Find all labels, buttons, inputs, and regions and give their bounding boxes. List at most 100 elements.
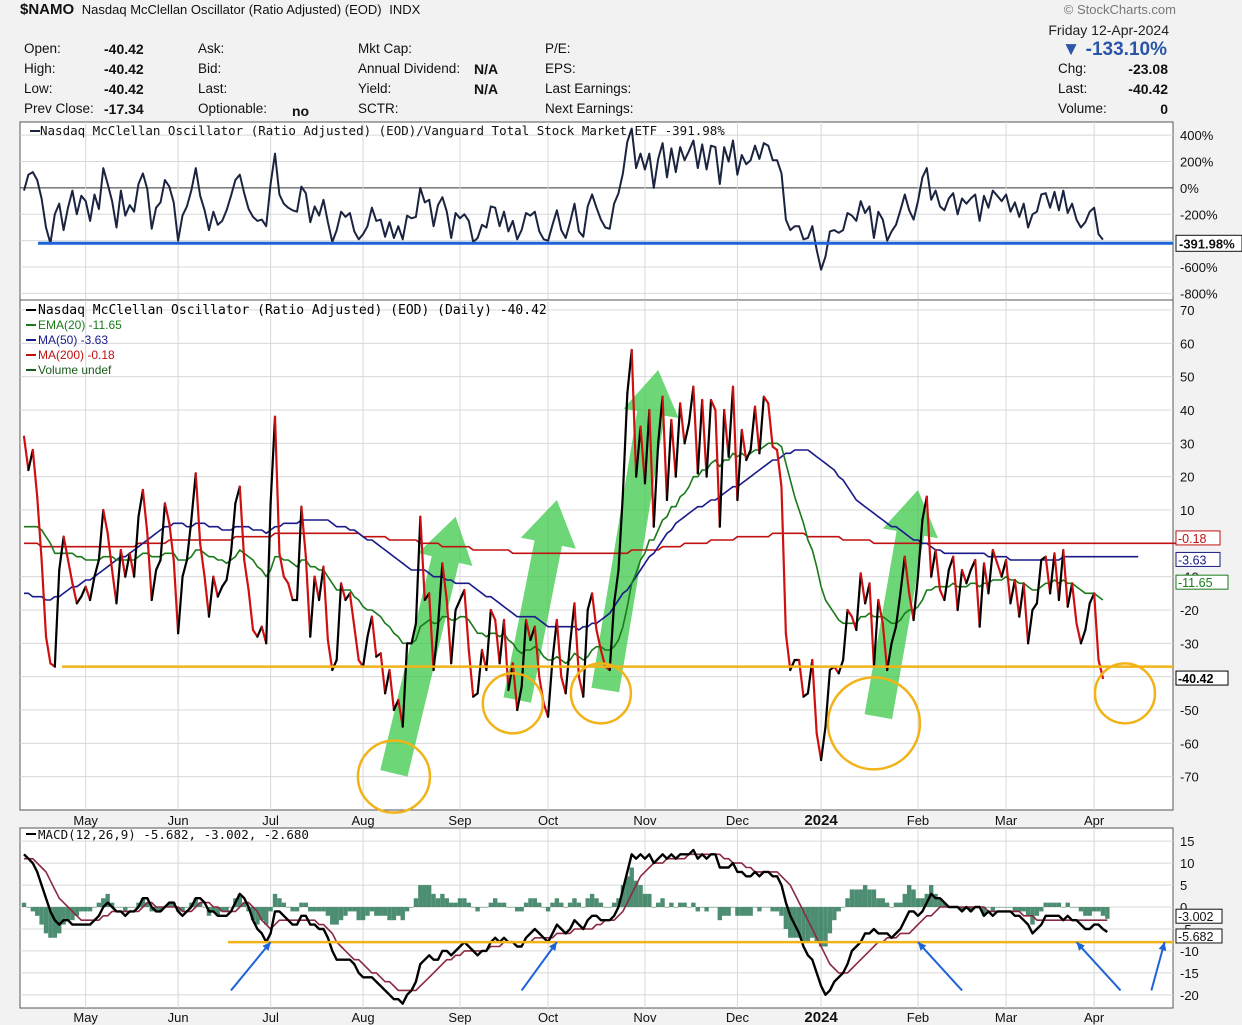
histogram-bar (695, 907, 700, 912)
oscillator-segment (1044, 555, 1052, 595)
y-tick-label: 15 (1180, 834, 1194, 849)
oscillator-segment (613, 568, 620, 605)
histogram-bar (118, 907, 124, 908)
oscillator-segment (1075, 622, 1083, 645)
histogram-bar (501, 902, 507, 908)
histogram-bar (585, 898, 590, 908)
oscillator-segment (701, 398, 708, 478)
y-tick-label: 70 (1180, 303, 1194, 318)
histogram-bar (404, 907, 410, 912)
pointer-arrow (520, 941, 558, 992)
y-tick-label: 400% (1180, 128, 1214, 143)
oscillator-segment (212, 575, 219, 598)
oscillator-segment (1035, 558, 1043, 605)
oscillator-segment (912, 575, 920, 622)
oscillator-segment (749, 405, 757, 452)
histogram-bar (933, 893, 938, 908)
histogram-bar (796, 907, 802, 938)
x-tick-label: Sep (448, 1010, 471, 1025)
oscillator-segment (88, 575, 96, 602)
histogram-bar (761, 907, 767, 908)
highlight-circle (481, 672, 545, 735)
oscillator-segment (709, 398, 717, 412)
oscillator-segment (331, 658, 338, 672)
histogram-bar (158, 907, 163, 912)
quote-value: -40.42 (104, 61, 144, 77)
oscillator-segment (269, 415, 277, 505)
histogram-bar (448, 902, 454, 908)
histogram-bar (290, 907, 295, 912)
histogram-bar (61, 907, 66, 925)
histogram-bar (959, 907, 965, 912)
oscillator-segment (203, 575, 211, 618)
oscillator-segment (524, 618, 532, 642)
oscillator-segment (1022, 582, 1030, 645)
oscillator-segment (463, 588, 470, 652)
x-tick-label: Sep (448, 813, 471, 828)
histogram-bar (1091, 907, 1097, 912)
highlight-circle (356, 739, 432, 814)
quote-label: EPS: (545, 61, 576, 76)
histogram-bar (986, 907, 991, 908)
histogram-bar (523, 902, 529, 908)
value-tag (1175, 551, 1221, 567)
quote-label: Last Earnings: (545, 81, 632, 96)
value-tag-label: -11.65 (1178, 576, 1213, 590)
histogram-bar (893, 902, 899, 908)
value-tag (1175, 670, 1229, 686)
histogram-bar (510, 907, 516, 908)
histogram-bar (783, 907, 789, 929)
histogram-bar (611, 902, 617, 908)
x-tick-label: May (73, 813, 98, 828)
histogram-bar (343, 907, 348, 916)
oscillator-segment (1093, 592, 1100, 662)
oscillator-segment (987, 548, 994, 595)
arrow-head (1158, 942, 1167, 951)
histogram-bar (241, 902, 247, 908)
oscillator-segment (93, 558, 100, 578)
x-tick-label: Jul (262, 1010, 279, 1025)
quote-label: Volume: (1058, 101, 1107, 116)
histogram-bar (999, 907, 1004, 908)
histogram-bar (79, 907, 84, 912)
histogram-bar (937, 898, 943, 908)
oscillator-segment (916, 518, 924, 578)
histogram-bar (360, 907, 366, 921)
histogram-bar (717, 907, 723, 921)
histogram-bar (1012, 907, 1018, 912)
y-tick-label: -70 (1180, 770, 1199, 785)
oscillator-segment (908, 592, 915, 622)
x-tick-label: Feb (907, 1010, 929, 1025)
quote-label: Chg: (1058, 61, 1087, 76)
quote-value: -17.34 (104, 101, 144, 117)
oscillator-segment (568, 602, 576, 645)
oscillator-segment (1009, 578, 1016, 605)
chart-header: $NAMO Nasdaq McClellan Oscillator (Ratio… (20, 1, 420, 18)
histogram-bar (911, 889, 916, 908)
histogram-bar (1047, 902, 1053, 908)
oscillator-segment (943, 568, 950, 602)
x-tick-label: Nov (633, 1010, 657, 1025)
histogram-bar (321, 907, 326, 912)
histogram-bar (382, 907, 388, 916)
histogram-bar (294, 907, 300, 912)
ema20-line (24, 442, 1104, 665)
value-tag (1175, 928, 1223, 944)
x-tick-label: 2024 (804, 1009, 838, 1025)
histogram-bar (744, 907, 749, 916)
oscillator-segment (124, 552, 131, 578)
quote-label: Prev Close: (24, 101, 94, 116)
oscillator-segment (1084, 602, 1091, 632)
oscillator-segment (753, 405, 761, 455)
histogram-bar (1074, 907, 1079, 908)
histogram-bar (197, 902, 203, 908)
oscillator-segment (177, 575, 184, 635)
histogram-bar (43, 907, 49, 934)
legend-label: MA(50) -3.63 (38, 333, 108, 347)
oscillator-segment (1057, 548, 1065, 602)
histogram-bar (832, 907, 837, 921)
quote-value: N/A (474, 81, 499, 97)
histogram-bar (316, 907, 322, 912)
oscillator-segment (199, 542, 206, 578)
histogram-bar (105, 893, 110, 908)
